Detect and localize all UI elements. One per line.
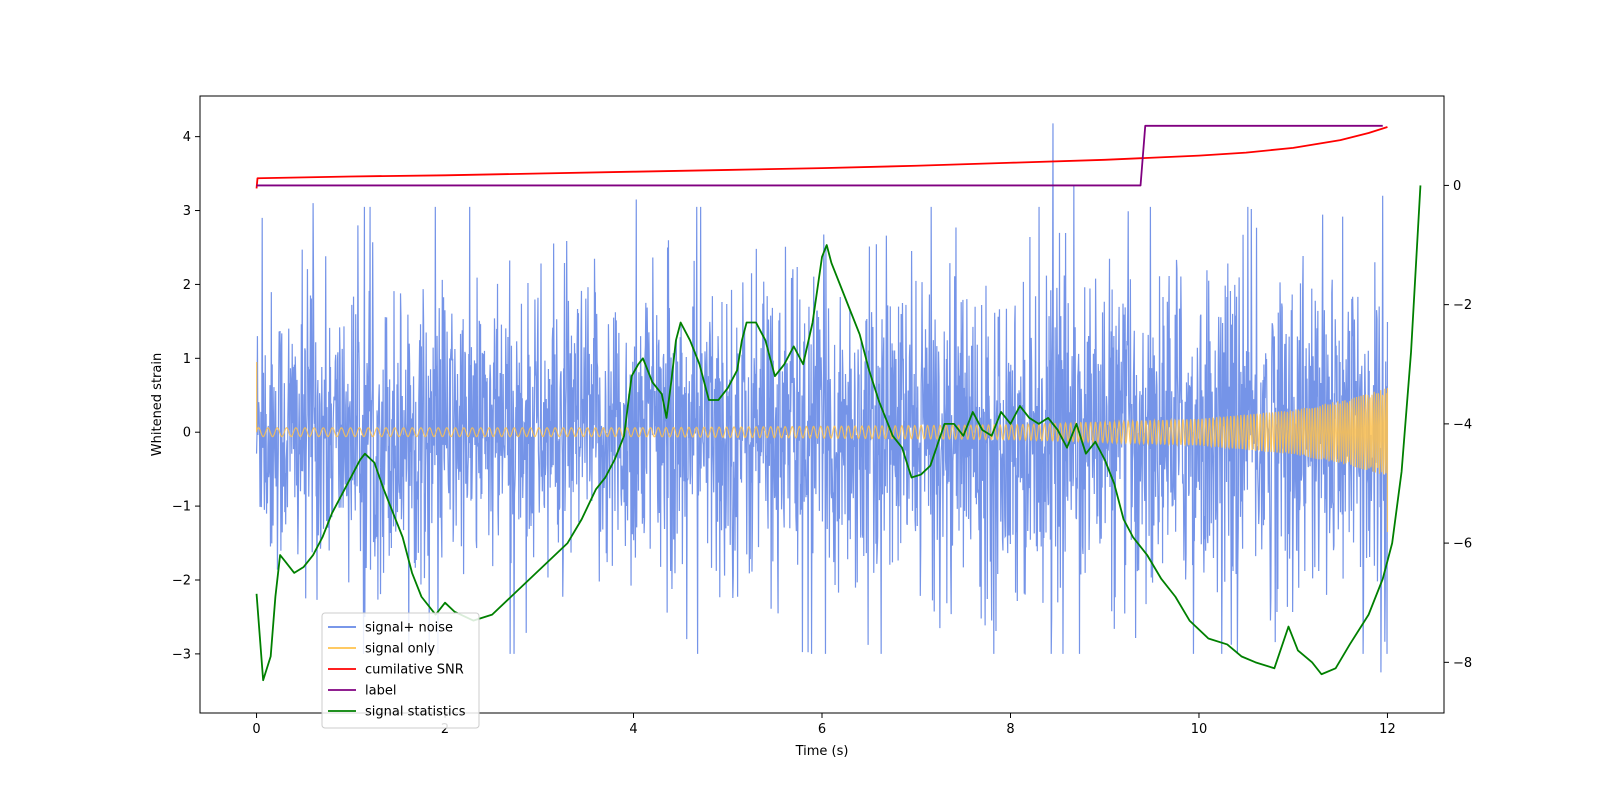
legend-label-signal-noise: signal+ noise bbox=[365, 621, 453, 636]
series-label-line bbox=[256, 124, 1383, 187]
x-axis-label: Time (s) bbox=[795, 744, 849, 759]
x-tick-label: 0 bbox=[252, 722, 260, 737]
x-tick-label: 10 bbox=[1191, 722, 1208, 737]
legend-box bbox=[321, 612, 480, 729]
x-tick-label: 2 bbox=[441, 722, 449, 737]
x-tick-label: 8 bbox=[1006, 722, 1014, 737]
series-layer bbox=[255, 123, 1422, 682]
x-tick-label: 6 bbox=[818, 722, 826, 737]
series-signal-only-line bbox=[255, 362, 1389, 532]
y2-tick-label: −8 bbox=[1453, 656, 1472, 671]
series-signal-statistics-line bbox=[255, 185, 1422, 682]
x-tick-label: 12 bbox=[1379, 722, 1396, 737]
y-tick-label: −3 bbox=[172, 647, 191, 662]
y2-tick-label: −2 bbox=[1453, 298, 1472, 313]
series-cumilative-snr-line bbox=[255, 126, 1388, 189]
legend-label-signal-statistics: signal statistics bbox=[365, 705, 466, 720]
y-axis-label: Whitened strain bbox=[150, 353, 165, 456]
y-tick-label: 0 bbox=[183, 426, 191, 441]
y-axis-right: −8 −6 −4 −2 0 bbox=[1444, 179, 1472, 671]
y-tick-label: −2 bbox=[172, 573, 191, 588]
y2-tick-label: −4 bbox=[1453, 417, 1472, 432]
legend-label-cumilative-snr: cumilative SNR bbox=[365, 663, 464, 678]
legend-label-signal-only: signal only bbox=[365, 642, 435, 657]
y-tick-label: 1 bbox=[183, 352, 191, 367]
y-axis-left: −3 −2 −1 0 1 2 3 4 bbox=[172, 130, 200, 662]
y2-tick-label: 0 bbox=[1453, 179, 1461, 194]
y-tick-label: 4 bbox=[183, 130, 191, 145]
y-tick-label: 2 bbox=[183, 278, 191, 293]
y-tick-label: −1 bbox=[172, 500, 191, 515]
y2-tick-label: −6 bbox=[1453, 537, 1472, 552]
legend: signal+ noise signal only cumilative SNR la… bbox=[321, 612, 480, 729]
x-tick-label: 4 bbox=[629, 722, 637, 737]
y-tick-label: 3 bbox=[183, 204, 191, 219]
series-signal-noise-line bbox=[255, 123, 1389, 673]
legend-label-label: label bbox=[365, 684, 396, 699]
x-axis: 0 2 4 6 8 10 12 bbox=[252, 713, 1396, 737]
